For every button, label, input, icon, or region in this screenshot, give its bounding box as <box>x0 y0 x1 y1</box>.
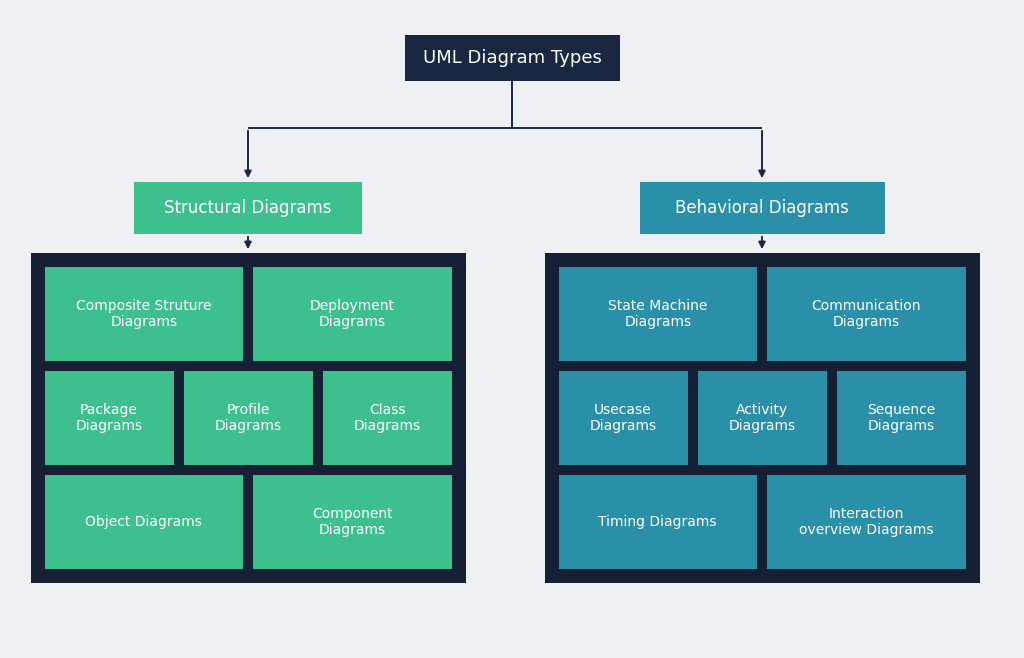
Text: Package
Diagrams: Package Diagrams <box>76 403 142 433</box>
Text: Structural Diagrams: Structural Diagrams <box>164 199 332 217</box>
Text: Communication
Diagrams: Communication Diagrams <box>811 299 921 329</box>
Text: Component
Diagrams: Component Diagrams <box>312 507 392 537</box>
Text: Deployment
Diagrams: Deployment Diagrams <box>309 299 394 329</box>
FancyBboxPatch shape <box>44 475 243 569</box>
Text: Timing Diagrams: Timing Diagrams <box>598 515 717 529</box>
Text: Usecase
Diagrams: Usecase Diagrams <box>590 403 656 433</box>
FancyBboxPatch shape <box>545 253 980 583</box>
Text: UML Diagram Types: UML Diagram Types <box>423 49 601 67</box>
FancyBboxPatch shape <box>404 35 620 81</box>
Text: Interaction
overview Diagrams: Interaction overview Diagrams <box>799 507 934 537</box>
Text: Object Diagrams: Object Diagrams <box>85 515 202 529</box>
Text: Behavioral Diagrams: Behavioral Diagrams <box>675 199 849 217</box>
Text: Class
Diagrams: Class Diagrams <box>353 403 421 433</box>
FancyBboxPatch shape <box>558 267 757 361</box>
FancyBboxPatch shape <box>134 182 362 234</box>
FancyBboxPatch shape <box>31 253 466 583</box>
Text: Activity
Diagrams: Activity Diagrams <box>728 403 796 433</box>
FancyBboxPatch shape <box>44 371 173 465</box>
FancyBboxPatch shape <box>558 475 757 569</box>
Text: Composite Struture
Diagrams: Composite Struture Diagrams <box>76 299 212 329</box>
Text: Profile
Diagrams: Profile Diagrams <box>214 403 282 433</box>
Text: Sequence
Diagrams: Sequence Diagrams <box>867 403 935 433</box>
Text: State Machine
Diagrams: State Machine Diagrams <box>608 299 708 329</box>
FancyBboxPatch shape <box>837 371 966 465</box>
FancyBboxPatch shape <box>253 475 452 569</box>
FancyBboxPatch shape <box>253 267 452 361</box>
FancyBboxPatch shape <box>44 267 243 361</box>
FancyBboxPatch shape <box>558 371 687 465</box>
FancyBboxPatch shape <box>323 371 452 465</box>
FancyBboxPatch shape <box>767 267 966 361</box>
FancyBboxPatch shape <box>183 371 312 465</box>
FancyBboxPatch shape <box>697 371 826 465</box>
FancyBboxPatch shape <box>640 182 885 234</box>
FancyBboxPatch shape <box>767 475 966 569</box>
